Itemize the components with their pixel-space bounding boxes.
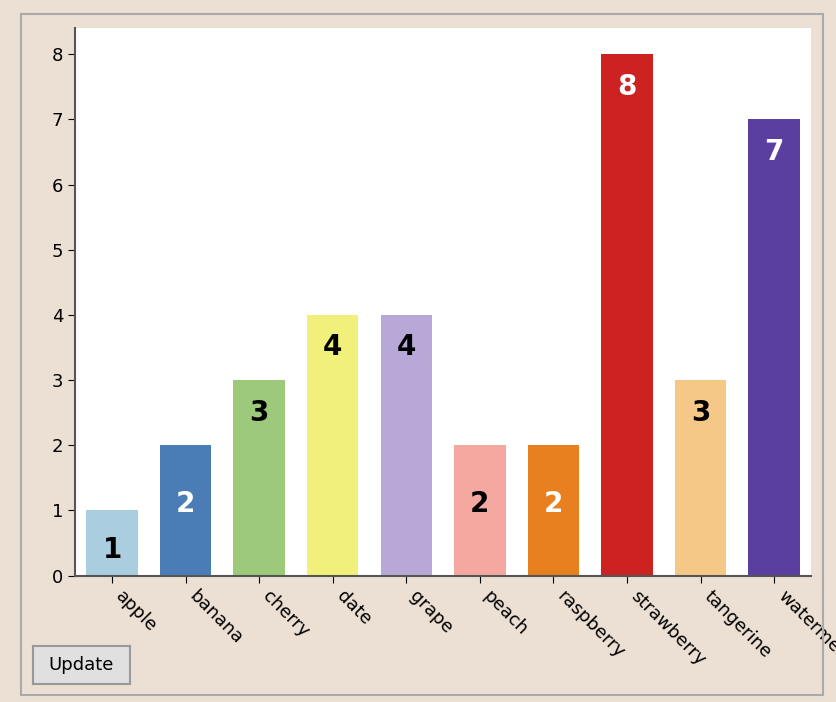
Bar bbox=[160, 445, 212, 576]
Bar bbox=[675, 380, 726, 576]
Bar bbox=[380, 315, 432, 576]
Text: 2: 2 bbox=[470, 490, 490, 518]
Bar bbox=[454, 445, 506, 576]
Bar bbox=[233, 380, 285, 576]
Bar bbox=[601, 54, 653, 576]
Text: 7: 7 bbox=[764, 138, 784, 166]
Text: 3: 3 bbox=[249, 399, 269, 427]
Bar bbox=[748, 119, 800, 576]
Bar bbox=[528, 445, 579, 576]
Text: 4: 4 bbox=[396, 333, 416, 362]
Bar bbox=[86, 510, 138, 576]
Text: 2: 2 bbox=[176, 490, 196, 518]
Text: 8: 8 bbox=[617, 73, 637, 101]
Text: 2: 2 bbox=[543, 490, 563, 518]
Text: Update: Update bbox=[48, 656, 115, 674]
Text: 3: 3 bbox=[691, 399, 711, 427]
Text: 1: 1 bbox=[102, 536, 122, 564]
Text: 4: 4 bbox=[323, 333, 343, 362]
Bar bbox=[307, 315, 359, 576]
